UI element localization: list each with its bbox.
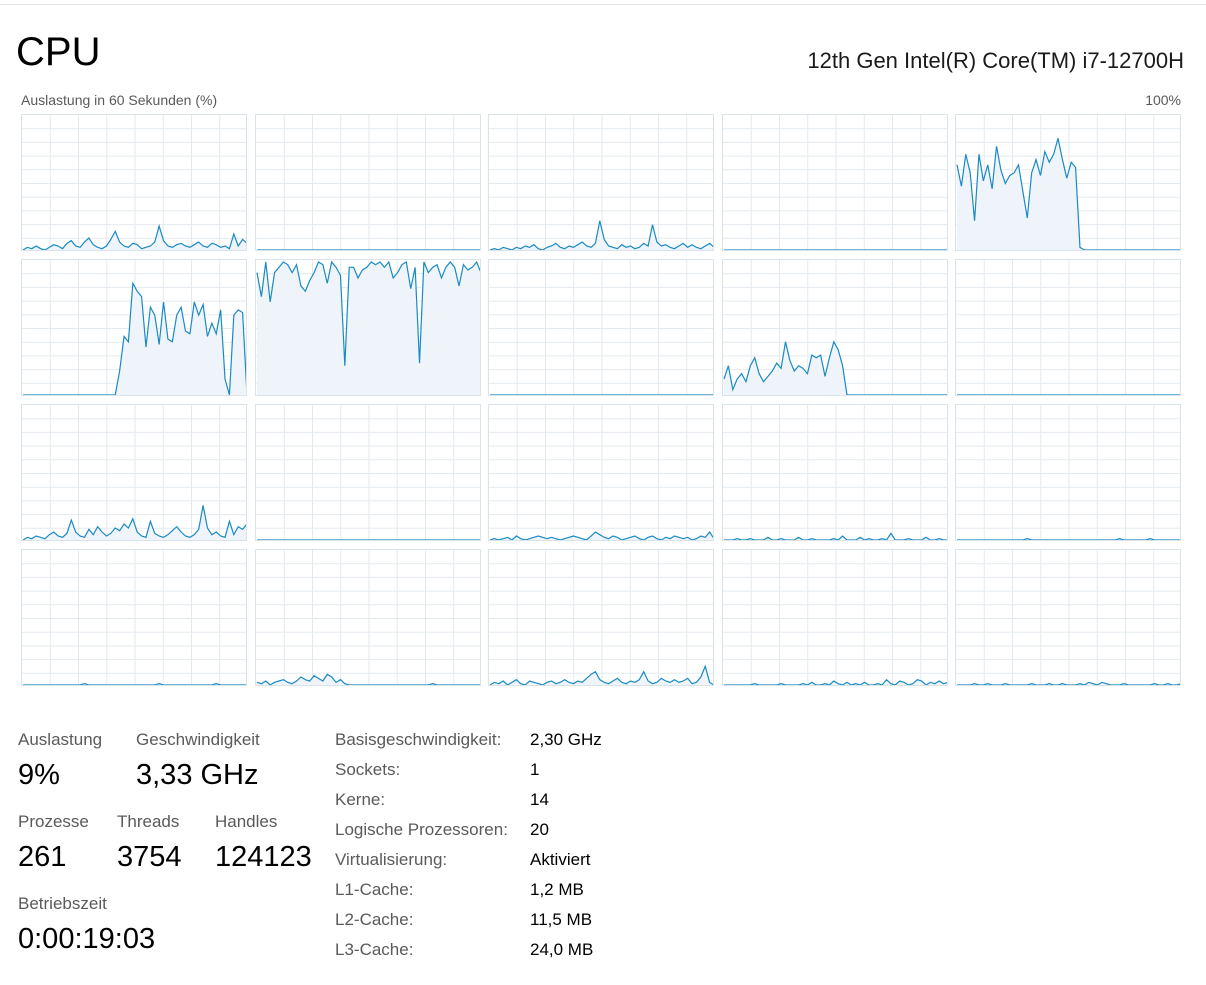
utilization-area [723, 533, 947, 540]
sockets-label: Sockets: [335, 760, 401, 779]
utilization-area [957, 138, 1180, 250]
threads-value: 3754 [117, 841, 182, 873]
utilization-area [23, 505, 246, 540]
processor-graph-7 [488, 259, 714, 396]
utilization-line [255, 260, 480, 366]
processor-graph-14 [955, 404, 1181, 541]
utilization-line [723, 532, 947, 540]
threads-label: Threads [117, 812, 180, 831]
processor-graph-svg [489, 260, 714, 396]
processor-graph-0 [21, 114, 247, 251]
processor-graph-svg [255, 550, 480, 685]
uptime-value: 0:00:19:03 [18, 923, 156, 955]
handles-label: Handles [215, 812, 278, 831]
processor-graph-svg [722, 260, 947, 395]
processor-graph-svg [22, 115, 246, 250]
processor-graph-svg [722, 115, 948, 251]
processor-graph-svg [22, 260, 246, 395]
utilization-area [257, 250, 481, 251]
processor-graph-svg [255, 405, 481, 541]
logical-processor-graph-grid [21, 114, 1181, 686]
utilization-line [722, 340, 947, 395]
utilization-line [23, 281, 246, 395]
processor-graph-16 [254, 549, 481, 686]
utilization-line [723, 678, 947, 685]
base-speed-value: 2,30 GHz [530, 730, 602, 749]
processor-graph-svg [722, 405, 947, 540]
utilization-area [257, 540, 481, 541]
processor-graph-12 [488, 404, 714, 541]
processor-graph-4 [955, 114, 1181, 251]
utilization-area [256, 262, 480, 395]
speed-value: 3,33 GHz [136, 759, 259, 791]
processor-graph-18 [721, 549, 948, 686]
processor-graph-svg [255, 115, 481, 251]
sockets-value: 1 [530, 760, 540, 779]
utilization-area [723, 341, 947, 395]
processor-graph-svg [22, 405, 246, 540]
l3-cache-value: 24,0 MB [530, 940, 594, 959]
processor-graph-17 [488, 549, 714, 686]
processor-graph-svg [956, 550, 1180, 685]
utilization-area [490, 395, 714, 396]
utilization-area [256, 674, 480, 685]
l1-cache-label: L1-Cache: [335, 880, 414, 899]
base-speed-label: Basisgeschwindigkeit: [335, 730, 502, 749]
logical-processors-label: Logische Prozessoren: [335, 820, 508, 839]
utilization-line [489, 664, 713, 685]
utilization-line [489, 220, 713, 250]
l1-cache-value: 1,2 MB [530, 880, 584, 899]
processor-graph-5 [21, 259, 247, 396]
uptime-label: Betriebszeit [18, 894, 107, 913]
processor-graph-9 [955, 259, 1181, 396]
processor-graph-svg [22, 550, 246, 685]
l2-cache-label: L2-Cache: [335, 910, 414, 929]
processor-graph-10 [21, 404, 247, 541]
utilization-label: Auslastung [18, 730, 103, 749]
utilization-area [23, 226, 246, 250]
logical-processors-value: 20 [530, 820, 549, 839]
handles-value: 124123 [215, 841, 312, 873]
processor-graph-19 [955, 549, 1181, 686]
processor-graph-2 [488, 114, 714, 251]
processor-graph-svg [489, 550, 713, 685]
processor-graph-svg [956, 115, 1180, 250]
chart-caption: Auslastung in 60 Sekunden (%) [21, 92, 218, 108]
virtualization-value: Aktiviert [530, 850, 591, 869]
utilization-line [22, 505, 246, 540]
utilization-line [489, 531, 713, 540]
l2-cache-value: 11,5 MB [530, 910, 593, 929]
processor-graph-svg [956, 405, 1180, 540]
processor-graph-svg [489, 405, 713, 540]
processor-graph-6 [254, 259, 481, 396]
utilization-area [957, 395, 1181, 396]
processor-graph-svg [489, 115, 713, 250]
processor-graph-1 [254, 114, 481, 251]
processor-graph-11 [254, 404, 481, 541]
cpu-model-name: 12th Gen Intel(R) Core(TM) i7-12700H [807, 48, 1184, 73]
processor-graph-3 [721, 114, 948, 251]
cores-value: 14 [530, 790, 549, 809]
utilization-line [256, 673, 480, 685]
utilization-line [22, 223, 246, 250]
processor-graph-15 [21, 549, 247, 686]
processor-graph-8 [721, 259, 948, 396]
processes-label: Prozesse [18, 812, 89, 831]
virtualization-label: Virtualisierung: [335, 850, 448, 869]
cores-label: Kerne: [335, 790, 386, 809]
speed-label: Geschwindigkeit [136, 730, 260, 749]
utilization-area [724, 250, 948, 251]
processor-graph-svg [722, 550, 947, 685]
utilization-area [23, 283, 246, 395]
processor-graph-13 [721, 404, 948, 541]
top-border [0, 4, 1206, 5]
utilization-value: 9% [18, 759, 60, 791]
processes-value: 261 [18, 841, 67, 873]
processor-graph-svg [956, 260, 1181, 396]
chart-max-label: 100% [1145, 92, 1181, 108]
utilization-line [956, 138, 1180, 250]
l3-cache-label: L3-Cache: [335, 940, 414, 959]
processor-graph-svg [255, 260, 480, 395]
page-title: CPU [16, 30, 101, 74]
